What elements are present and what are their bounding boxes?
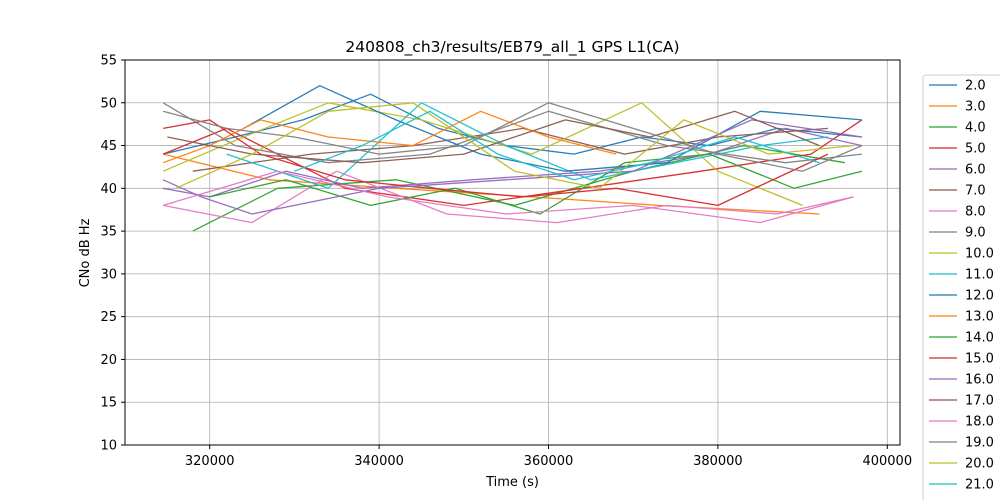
legend-label: 2.0 (965, 79, 986, 94)
legend-label: 4.0 (965, 121, 986, 136)
series-line-10.0 (162, 102, 803, 207)
legend-label: 21.0 (965, 478, 994, 493)
series-line-19.0 (162, 102, 863, 172)
y-tick-label: 50 (100, 96, 117, 111)
y-tick-label: 30 (100, 267, 117, 282)
plot-area (125, 60, 900, 445)
axes-frame (124, 59, 901, 446)
legend-label: 17.0 (965, 394, 994, 409)
y-tick-label: 10 (100, 439, 117, 454)
legend-label: 10.0 (965, 247, 994, 262)
y-axis-label: CNo dB Hz (78, 218, 93, 287)
x-tick-label: 360000 (524, 454, 574, 469)
series-line-11.0 (226, 102, 829, 189)
series-line-8.0 (162, 170, 854, 224)
legend-label: 18.0 (965, 415, 994, 430)
legend-box (922, 74, 1000, 500)
legend-label: 3.0 (965, 100, 986, 115)
x-tick-label: 380000 (693, 454, 743, 469)
legend-label: 14.0 (965, 331, 994, 346)
series-line-21.0 (294, 110, 820, 181)
series-line-7.0 (192, 127, 829, 172)
legend-label: 7.0 (965, 184, 986, 199)
y-tick-label: 55 (100, 54, 117, 69)
legend-label: 20.0 (965, 457, 994, 472)
y-tick-label: 40 (100, 182, 117, 197)
legend-label: 12.0 (965, 289, 994, 304)
legend-label: 11.0 (965, 268, 994, 283)
legend-label: 15.0 (965, 352, 994, 367)
plot-background (125, 60, 900, 445)
series-line-20.0 (175, 102, 854, 189)
series-lines (162, 85, 863, 232)
legend-label: 6.0 (965, 163, 986, 178)
series-line-16.0 (162, 119, 862, 215)
series-line-6.0 (162, 127, 863, 198)
legend: 2.0 3.0 4.0 5.0 6.0 7.0 8.0 9.0 10.0 11.0 12.0 13.0… (922, 74, 1000, 500)
y-tick-label: 25 (100, 310, 117, 325)
legend-label: 5.0 (965, 142, 986, 157)
x-tick-label: 340000 (354, 454, 404, 469)
y-tick-label: 15 (100, 396, 117, 411)
series-line-15.0 (162, 119, 829, 207)
x-tick-label: 320000 (185, 454, 235, 469)
x-axis-label: Time (s) (485, 475, 539, 490)
series-line-17.0 (167, 110, 820, 164)
series-line-4.0 (192, 144, 846, 232)
legend-label: 16.0 (965, 373, 994, 388)
axes: 320000 340000 360000 380000 400000 10 15 20 25 30… (100, 54, 912, 470)
legend-label: 19.0 (965, 436, 994, 451)
legend-label: 8.0 (965, 205, 986, 220)
x-tick-label: 400000 (862, 454, 912, 469)
y-tick-label: 35 (100, 225, 117, 240)
legend-label: 9.0 (965, 226, 986, 241)
legend-label: 13.0 (965, 310, 994, 325)
chart-title: 240808_ch3/results/EB79_all_1 GPS L1(CA) (345, 38, 679, 57)
series-line-14.0 (209, 153, 863, 215)
series-line-18.0 (162, 170, 854, 224)
y-tick-label: 20 (100, 353, 117, 368)
y-tick-label: 45 (100, 139, 117, 154)
